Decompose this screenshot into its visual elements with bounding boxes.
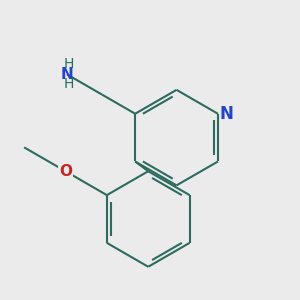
Text: O: O bbox=[59, 164, 72, 179]
Text: H: H bbox=[64, 57, 74, 71]
Text: N: N bbox=[61, 67, 73, 82]
Text: H: H bbox=[64, 77, 74, 91]
Text: N: N bbox=[220, 105, 234, 123]
